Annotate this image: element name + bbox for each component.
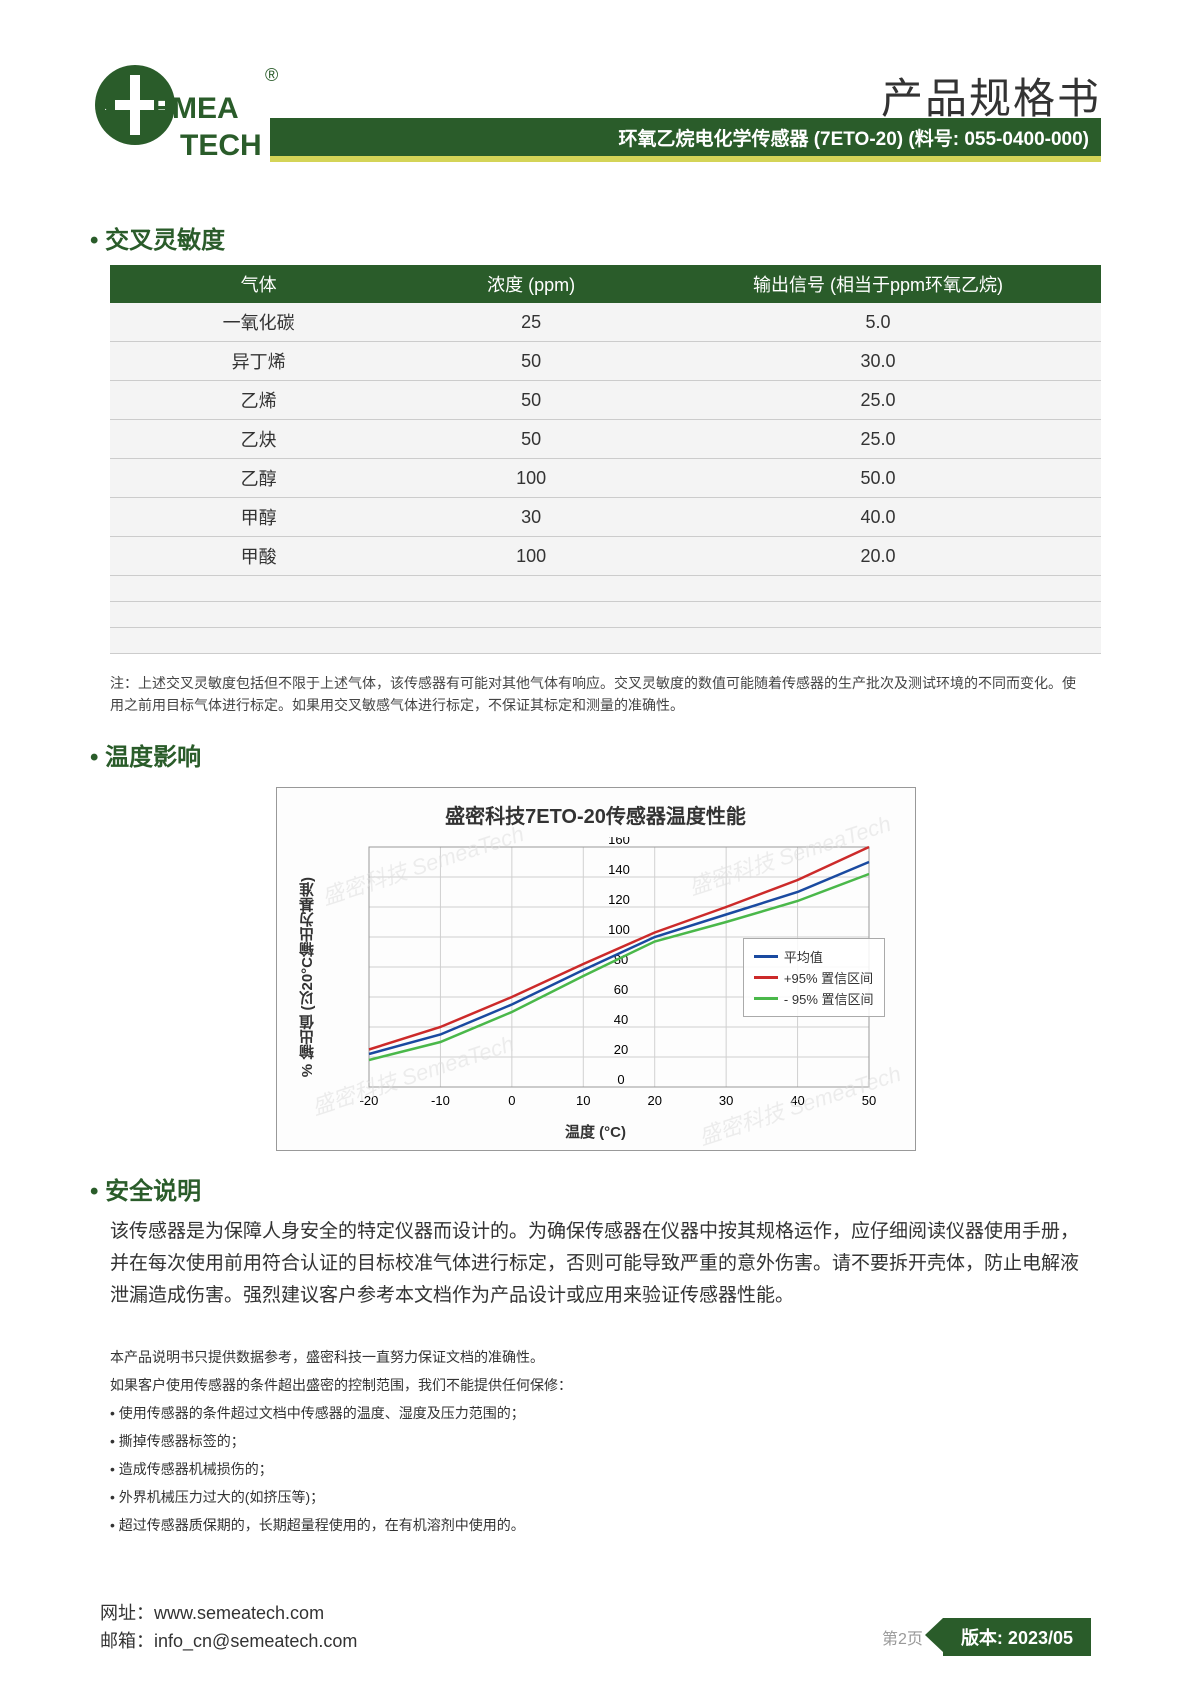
table-cell: 乙醇 <box>110 459 407 498</box>
table-cell: 25 <box>407 303 655 342</box>
legend-item: +95% 置信区间 <box>754 968 874 987</box>
svg-text:30: 30 <box>718 1093 732 1108</box>
svg-text:0: 0 <box>508 1093 515 1108</box>
svg-text:20: 20 <box>647 1093 661 1108</box>
cross-sensitivity-note: 注：上述交叉灵敏度包括但不限于上述气体，该传感器有可能对其他气体有响应。交叉灵敏… <box>110 672 1081 717</box>
table-header: 浓度 (ppm) <box>407 265 655 303</box>
footer-url: www.semeatech.com <box>154 1603 324 1623</box>
disclaimer-bullet: • 使用传感器的条件超过文档中传感器的温度、湿度及压力范围的； <box>110 1399 1081 1427</box>
safety-text: 该传感器是为保障人身安全的特定仪器而设计的。为确保传感器在仪器中按其规格运作，应… <box>110 1216 1081 1313</box>
svg-text:140: 140 <box>608 862 630 877</box>
disclaimer-bullet: • 超过传感器质保期的，长期超量程使用的，在有机溶剂中使用的。 <box>110 1511 1081 1539</box>
table-cell: 甲酸 <box>110 537 407 576</box>
table-cell: 50 <box>407 381 655 420</box>
chart-x-label: 温度 (°C) <box>297 1121 895 1142</box>
svg-text:40: 40 <box>613 1012 627 1027</box>
table-cell: 40.0 <box>655 498 1101 537</box>
chart-legend: 平均值 +95% 置信区间 - 95% 置信区间 <box>743 938 885 1017</box>
legend-item: 平均值 <box>754 947 874 966</box>
table-cell: 100 <box>407 459 655 498</box>
table-cell: 50 <box>407 342 655 381</box>
svg-text:0: 0 <box>617 1072 624 1087</box>
table-cell: 20.0 <box>655 537 1101 576</box>
disclaimer-line: 如果客户使用传感器的条件超出盛密的控制范围，我们不能提供任何保修： <box>110 1371 1081 1399</box>
table-cell: 30 <box>407 498 655 537</box>
table-cell: 50 <box>407 420 655 459</box>
table-row: 乙烯5025.0 <box>110 381 1101 420</box>
table-cell: 25.0 <box>655 420 1101 459</box>
footer-email: info_cn@semeatech.com <box>154 1631 357 1651</box>
svg-text:100: 100 <box>608 922 630 937</box>
svg-text:20: 20 <box>613 1042 627 1057</box>
logo: EMEA TECH ® <box>90 60 260 170</box>
table-row: 甲酸10020.0 <box>110 537 1101 576</box>
chart-title: 盛密科技7ETO-20传感器温度性能 <box>297 800 895 829</box>
svg-text:50: 50 <box>861 1093 875 1108</box>
cross-sensitivity-table: 气体浓度 (ppm)输出信号 (相当于ppm环氧乙烷) 一氧化碳255.0异丁烯… <box>110 265 1101 654</box>
table-row: 乙炔5025.0 <box>110 420 1101 459</box>
table-row: 甲醇3040.0 <box>110 498 1101 537</box>
svg-text:60: 60 <box>613 982 627 997</box>
document-title: 产品规格书 <box>881 65 1101 126</box>
table-row <box>110 628 1101 654</box>
registered-mark: ® <box>265 65 278 86</box>
table-row: 异丁烯5030.0 <box>110 342 1101 381</box>
svg-text:40: 40 <box>790 1093 804 1108</box>
table-cell: 50.0 <box>655 459 1101 498</box>
accent-bar <box>270 156 1101 162</box>
disclaimer-line: 本产品说明书只提供数据参考，盛密科技一直努力保证文档的准确性。 <box>110 1343 1081 1371</box>
table-cell: 一氧化碳 <box>110 303 407 342</box>
disclaimer-bullet: • 撕掉传感器标签的； <box>110 1427 1081 1455</box>
page-header: EMEA TECH ® 产品规格书 环氧乙烷电化学传感器 (7ETO-20) (… <box>90 60 1101 180</box>
table-cell: 25.0 <box>655 381 1101 420</box>
svg-text:EMEA: EMEA <box>152 92 239 125</box>
product-bar: 环氧乙烷电化学传感器 (7ETO-20) (料号: 055-0400-000) <box>270 118 1101 156</box>
table-row: 一氧化碳255.0 <box>110 303 1101 342</box>
table-row <box>110 576 1101 602</box>
temp-chart: 盛密科技7ETO-20传感器温度性能 % 输出值 (以20°C输出为基准) 0 2… <box>276 787 916 1151</box>
section-temp-effect: 温度影响 <box>90 737 1101 772</box>
disclaimer-bullet: • 造成传感器机械损伤的； <box>110 1455 1081 1483</box>
disclaimer: 本产品说明书只提供数据参考，盛密科技一直努力保证文档的准确性。 如果客户使用传感… <box>110 1343 1081 1539</box>
table-cell: 100 <box>407 537 655 576</box>
section-cross-sensitivity: 交叉灵敏度 <box>90 220 1101 255</box>
svg-text:10: 10 <box>576 1093 590 1108</box>
table-header: 输出信号 (相当于ppm环氧乙烷) <box>655 265 1101 303</box>
logo-svg: EMEA TECH <box>90 60 260 170</box>
table-cell: 异丁烯 <box>110 342 407 381</box>
table-cell: 30.0 <box>655 342 1101 381</box>
chart-y-label: % 输出值 (以20°C输出为基准) <box>297 877 318 1077</box>
disclaimer-bullet: • 外界机械压力过大的(如挤压等)； <box>110 1483 1081 1511</box>
table-cell: 5.0 <box>655 303 1101 342</box>
table-row <box>110 602 1101 628</box>
svg-text:-10: -10 <box>431 1093 450 1108</box>
page-footer: 网址：www.semeatech.com 邮箱：info_cn@semeatec… <box>90 1599 1101 1657</box>
legend-item: - 95% 置信区间 <box>754 989 874 1008</box>
svg-text:160: 160 <box>608 837 630 847</box>
version-badge: 版本: 2023/05 <box>943 1618 1091 1656</box>
table-cell: 乙炔 <box>110 420 407 459</box>
table-row: 乙醇10050.0 <box>110 459 1101 498</box>
table-header: 气体 <box>110 265 407 303</box>
svg-text:-20: -20 <box>359 1093 378 1108</box>
footer-contact: 网址：www.semeatech.com 邮箱：info_cn@semeatec… <box>100 1599 357 1657</box>
svg-text:120: 120 <box>608 892 630 907</box>
svg-text:TECH: TECH <box>180 129 260 162</box>
page-number: 第2页 <box>882 1625 923 1649</box>
section-safety: 安全说明 <box>90 1171 1101 1206</box>
table-cell: 乙烯 <box>110 381 407 420</box>
table-cell: 甲醇 <box>110 498 407 537</box>
